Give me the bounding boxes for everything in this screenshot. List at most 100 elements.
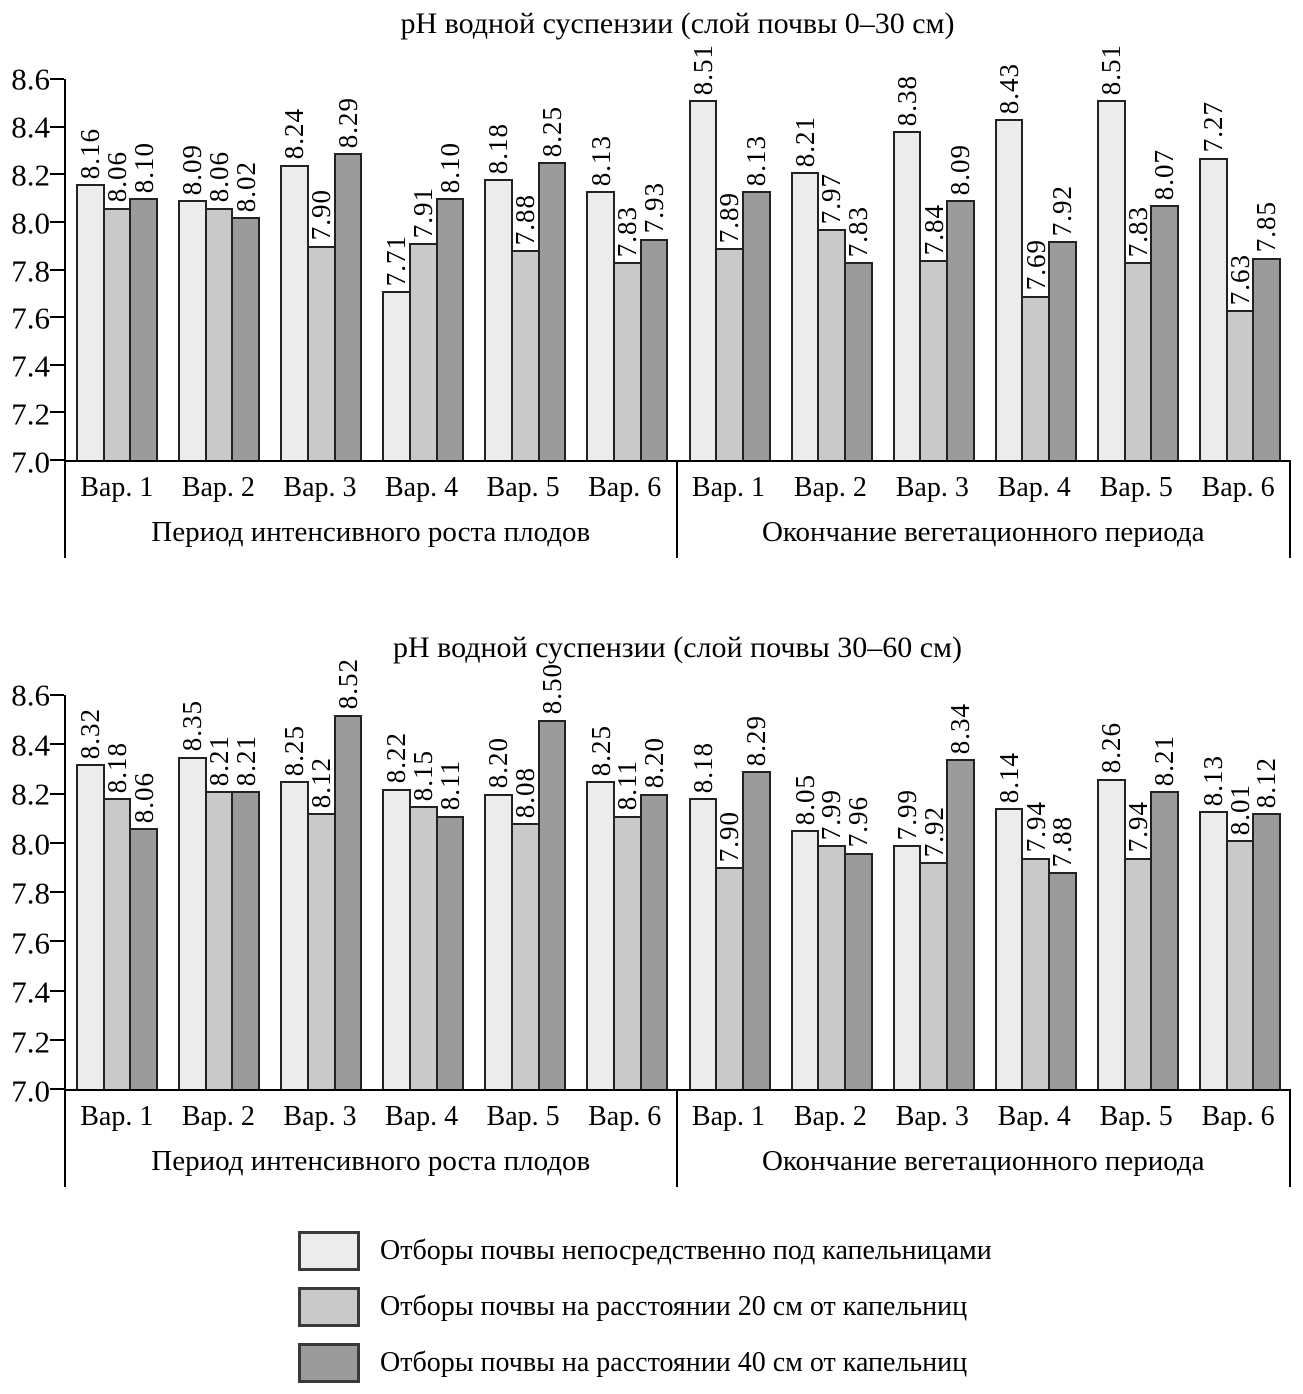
variant-cluster: 8.25 8.11 8.20	[576, 695, 678, 1089]
bar	[178, 200, 207, 460]
bar-value-label: 7.71	[381, 234, 412, 286]
bar	[1096, 100, 1126, 460]
y-tick-label: 8.4	[11, 727, 50, 762]
bar-value-label: 7.85	[1251, 201, 1282, 253]
bar-unit: 7.69	[1021, 79, 1051, 460]
bar-value-label: 7.92	[918, 806, 949, 858]
bar	[639, 238, 669, 460]
variant-cluster: 8.22 8.15 8.11	[372, 695, 474, 1089]
bar-value-label: 7.94	[1020, 801, 1051, 853]
y-tick-label: 8.0	[11, 826, 50, 861]
bar-value-label: 8.32	[75, 707, 106, 759]
bar-value-label: 7.63	[1224, 253, 1255, 305]
x-category-label: Вар. 6	[1201, 472, 1275, 503]
bar	[204, 207, 234, 460]
y-tick-mark	[50, 1088, 64, 1090]
bar-value-label: 8.09	[177, 144, 208, 196]
y-tick-mark	[50, 940, 64, 943]
bar-unit: 8.21	[1149, 695, 1179, 1089]
bar-value-label: 7.99	[816, 788, 847, 841]
bar	[1021, 857, 1051, 1089]
x-category-label: Вар. 2	[793, 472, 867, 503]
bar-value-label: 7.83	[1122, 206, 1153, 258]
bar-unit: 8.22	[381, 695, 411, 1089]
bar-value-label: 8.43	[993, 63, 1024, 115]
bar	[790, 171, 820, 460]
y-tick-label: 7.4	[11, 348, 50, 384]
bar	[946, 200, 975, 460]
variant-cluster: 8.51 7.89 8.13	[679, 44, 781, 460]
x-category-label: Вар. 5	[486, 472, 560, 503]
period-group-label: Окончание вегетационного периода	[761, 516, 1205, 548]
x-category-label: Вар. 1	[691, 1101, 766, 1132]
bar-unit: 8.13	[1198, 695, 1228, 1089]
y-tick-label: 7.2	[11, 1024, 50, 1059]
bar	[843, 852, 873, 1089]
x-category-label: Вар. 6	[588, 1101, 662, 1132]
bar-unit: 7.94	[1123, 695, 1153, 1089]
bar-value-label: 8.13	[741, 134, 772, 186]
period-group: 8.51 7.89 8.13 8.21 7.97 7.83 8.38 7.84 8.09 8.43…	[679, 44, 1292, 460]
bar	[129, 198, 159, 460]
x-axis-footer: Вар. 1 Вар. 2 Вар. 3 Вар. 4 Вар. 5 Вар. 6 Пери…	[64, 1091, 1291, 1187]
footer-group: Вар. 1 Вар. 2 Вар. 3 Вар. 4 Вар. 5 Вар. 6 Пери…	[64, 462, 678, 558]
x-category-label: Вар. 4	[384, 1101, 459, 1132]
bar-unit: 8.20	[483, 695, 513, 1089]
legend-row: Отборы почвы на расстоянии 40 см от капе…	[298, 1343, 1291, 1383]
period-group: 8.32 8.18 8.06 8.35 8.21 8.21 8.25 8.12 8.52 8.22…	[66, 658, 679, 1089]
x-category-label: Вар. 5	[1099, 1101, 1173, 1132]
bar-unit: 8.32	[75, 695, 106, 1089]
y-tick-label: 7.6	[11, 300, 50, 336]
bar-unit: 8.06	[102, 79, 132, 460]
variant-cluster: 8.32 8.18 8.06	[66, 695, 168, 1089]
y-tick-mark	[50, 459, 64, 461]
variant-cluster: 8.26 7.94 8.21	[1087, 695, 1189, 1089]
chart-title: pH водной суспензии (слой почвы 0–30 см)	[400, 7, 955, 40]
legend-label: Отборы почвы на расстоянии 40 см от капе…	[380, 1347, 968, 1378]
bar	[382, 788, 411, 1089]
bar-unit: 7.83	[612, 79, 642, 460]
variant-cluster: 7.71 7.91 8.10	[372, 79, 474, 460]
bar-value-label: 8.21	[789, 115, 820, 167]
bar-value-label: 8.16	[75, 127, 106, 179]
bar-value-label: 7.88	[510, 194, 541, 246]
bar	[435, 815, 465, 1089]
bar-unit: 8.06	[204, 79, 234, 460]
bar-value-label: 8.52	[332, 658, 363, 710]
bar-value-label: 8.10	[128, 141, 159, 194]
bar-value-label: 7.92	[1047, 184, 1078, 236]
bar-value-label: 8.25	[585, 724, 616, 777]
bar-value-label: 8.06	[128, 771, 159, 823]
y-tick-mark	[50, 363, 64, 366]
bar-value-label: 8.08	[510, 766, 541, 819]
bar-unit: 8.10	[128, 79, 159, 460]
bar-unit: 8.35	[177, 695, 207, 1089]
x-category-label: Вар. 1	[80, 472, 154, 503]
bar-unit: 7.88	[1047, 695, 1077, 1089]
x-category-label: Вар. 3	[283, 1101, 357, 1132]
legend-row: Отборы почвы непосредственно под капельн…	[298, 1231, 1291, 1271]
bar	[817, 229, 846, 460]
bar	[1048, 872, 1077, 1089]
bar-unit: 8.10	[435, 79, 465, 460]
bar-value-label: 8.51	[1095, 44, 1126, 96]
bar	[102, 207, 132, 460]
bar	[306, 245, 336, 460]
chart-body: 7.0 7.2 7.4 7.6 7.8 8.0 8.2 8.4 8.6 8.32 8.18 8.06…	[0, 658, 1292, 1107]
bar-unit: 8.29	[741, 695, 771, 1089]
period-group-label: Окончание вегетационного периода	[761, 1145, 1205, 1177]
footer-group: Вар. 1 Вар. 2 Вар. 3 Вар. 4 Вар. 5 Вар. 6 Окон…	[678, 462, 1291, 558]
bar	[129, 827, 159, 1089]
y-tick-label: 8.2	[11, 776, 50, 812]
bar-unit: 8.25	[585, 695, 616, 1089]
bar-unit: 8.06	[128, 695, 159, 1089]
bar-unit: 8.16	[75, 79, 106, 460]
x-category-label: Вар. 3	[895, 1101, 969, 1132]
bar-unit: 8.11	[435, 695, 465, 1089]
bar-unit: 8.07	[1149, 79, 1179, 460]
period-group: 8.18 7.90 8.29 8.05 7.99 7.96 7.99 7.92 8.34 8.14…	[679, 695, 1292, 1089]
bar-unit: 7.83	[843, 79, 873, 460]
bar-unit: 7.85	[1251, 79, 1282, 460]
y-tick-mark	[50, 841, 64, 844]
bar-value-label: 8.12	[306, 756, 337, 809]
